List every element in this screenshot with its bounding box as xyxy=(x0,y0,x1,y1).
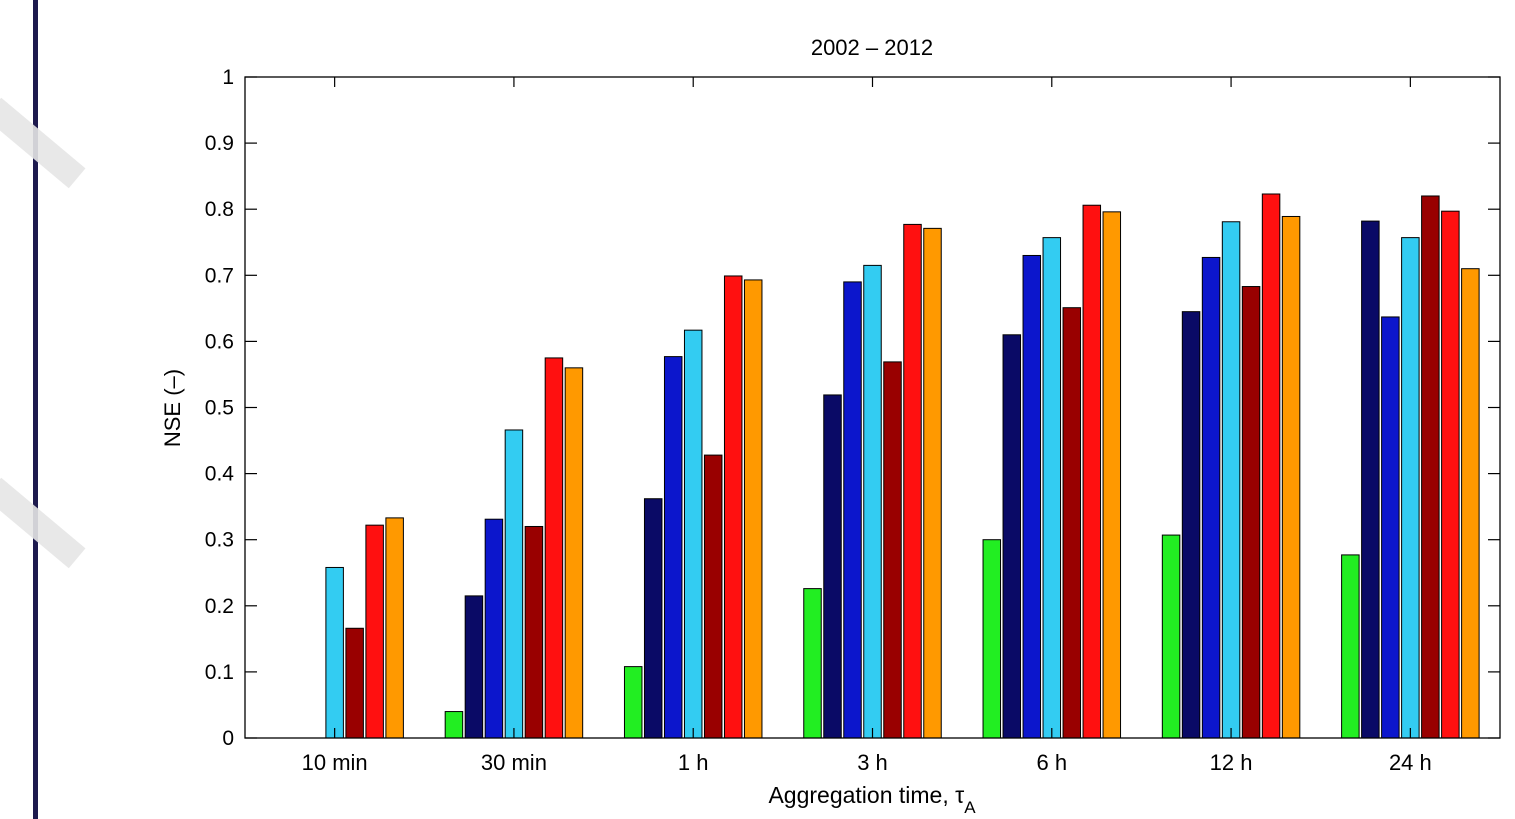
bar xyxy=(723,275,743,739)
x-tick-label: 6 h xyxy=(1036,750,1067,775)
bar xyxy=(803,588,822,739)
bar xyxy=(365,524,384,739)
bar xyxy=(643,498,663,739)
page-border-bar xyxy=(33,0,38,819)
bars-layer xyxy=(325,193,1480,739)
x-tick-label: 10 min xyxy=(302,750,368,775)
bar xyxy=(903,223,922,739)
bar xyxy=(1361,220,1380,739)
x-tick-label: 24 h xyxy=(1389,750,1432,775)
bar xyxy=(883,361,902,739)
y-tick-label: 0.7 xyxy=(205,264,234,287)
bar xyxy=(1161,534,1181,739)
bar xyxy=(1221,221,1241,739)
chart-title: 2002 – 2012 xyxy=(811,35,933,60)
bar xyxy=(1381,316,1400,739)
bar xyxy=(1181,311,1201,739)
ticks-layer: 10 min 30 min 1 h 3 h 6 h 12 h 24 h 0 0.1 0.2 0.3 0… xyxy=(205,66,1500,775)
bar xyxy=(1062,307,1082,739)
x-tick-label: 30 min xyxy=(481,750,547,775)
y-tick-label: 0.2 xyxy=(205,595,234,618)
bar xyxy=(444,711,464,739)
bar xyxy=(663,356,683,739)
bar xyxy=(484,518,504,739)
y-axis-label: NSE (–) xyxy=(160,369,185,447)
x-axis-label-subscript: A xyxy=(964,798,976,817)
bar xyxy=(1281,215,1301,739)
y-tick-label: 1 xyxy=(222,66,234,89)
x-tick-label: 3 h xyxy=(857,750,888,775)
bar xyxy=(703,454,723,739)
bar xyxy=(564,367,584,739)
x-axis-label-main: Aggregation time, τ xyxy=(768,782,964,808)
y-tick-label: 0.8 xyxy=(205,198,234,221)
bar xyxy=(1341,554,1360,739)
bar xyxy=(504,429,524,739)
bar xyxy=(683,329,703,739)
bar xyxy=(843,281,862,739)
bar xyxy=(1461,268,1480,739)
bar xyxy=(1241,286,1261,739)
bar xyxy=(1401,237,1420,739)
bar xyxy=(1261,193,1281,739)
x-tick-label: 1 h xyxy=(678,750,709,775)
y-tick-label: 0 xyxy=(222,727,234,750)
y-tick-label: 0.3 xyxy=(205,529,234,552)
y-tick-label: 0.9 xyxy=(205,132,234,155)
bar xyxy=(1201,256,1221,739)
bar xyxy=(544,357,564,739)
bar xyxy=(385,517,404,739)
bar xyxy=(1042,237,1062,739)
bar xyxy=(1082,204,1102,739)
bar xyxy=(1002,334,1022,739)
x-tick-label: 12 h xyxy=(1210,750,1253,775)
y-tick-label: 0.6 xyxy=(205,330,234,353)
bar xyxy=(524,525,544,739)
bar xyxy=(1102,211,1122,739)
bar xyxy=(923,227,942,739)
y-tick-label: 0.4 xyxy=(205,463,235,486)
y-tick-label: 0.1 xyxy=(205,661,234,684)
bar xyxy=(863,264,882,739)
bar xyxy=(1421,195,1440,739)
bar xyxy=(743,279,763,739)
bar xyxy=(1441,210,1460,739)
bar xyxy=(464,595,484,739)
bar xyxy=(982,539,1002,739)
y-tick-label: 0.5 xyxy=(205,397,234,420)
x-axis-label: Aggregation time, τA xyxy=(768,782,976,817)
bar xyxy=(623,666,643,739)
bar xyxy=(325,566,344,739)
bar xyxy=(823,394,842,739)
bar xyxy=(345,627,364,739)
bar xyxy=(1022,254,1042,739)
